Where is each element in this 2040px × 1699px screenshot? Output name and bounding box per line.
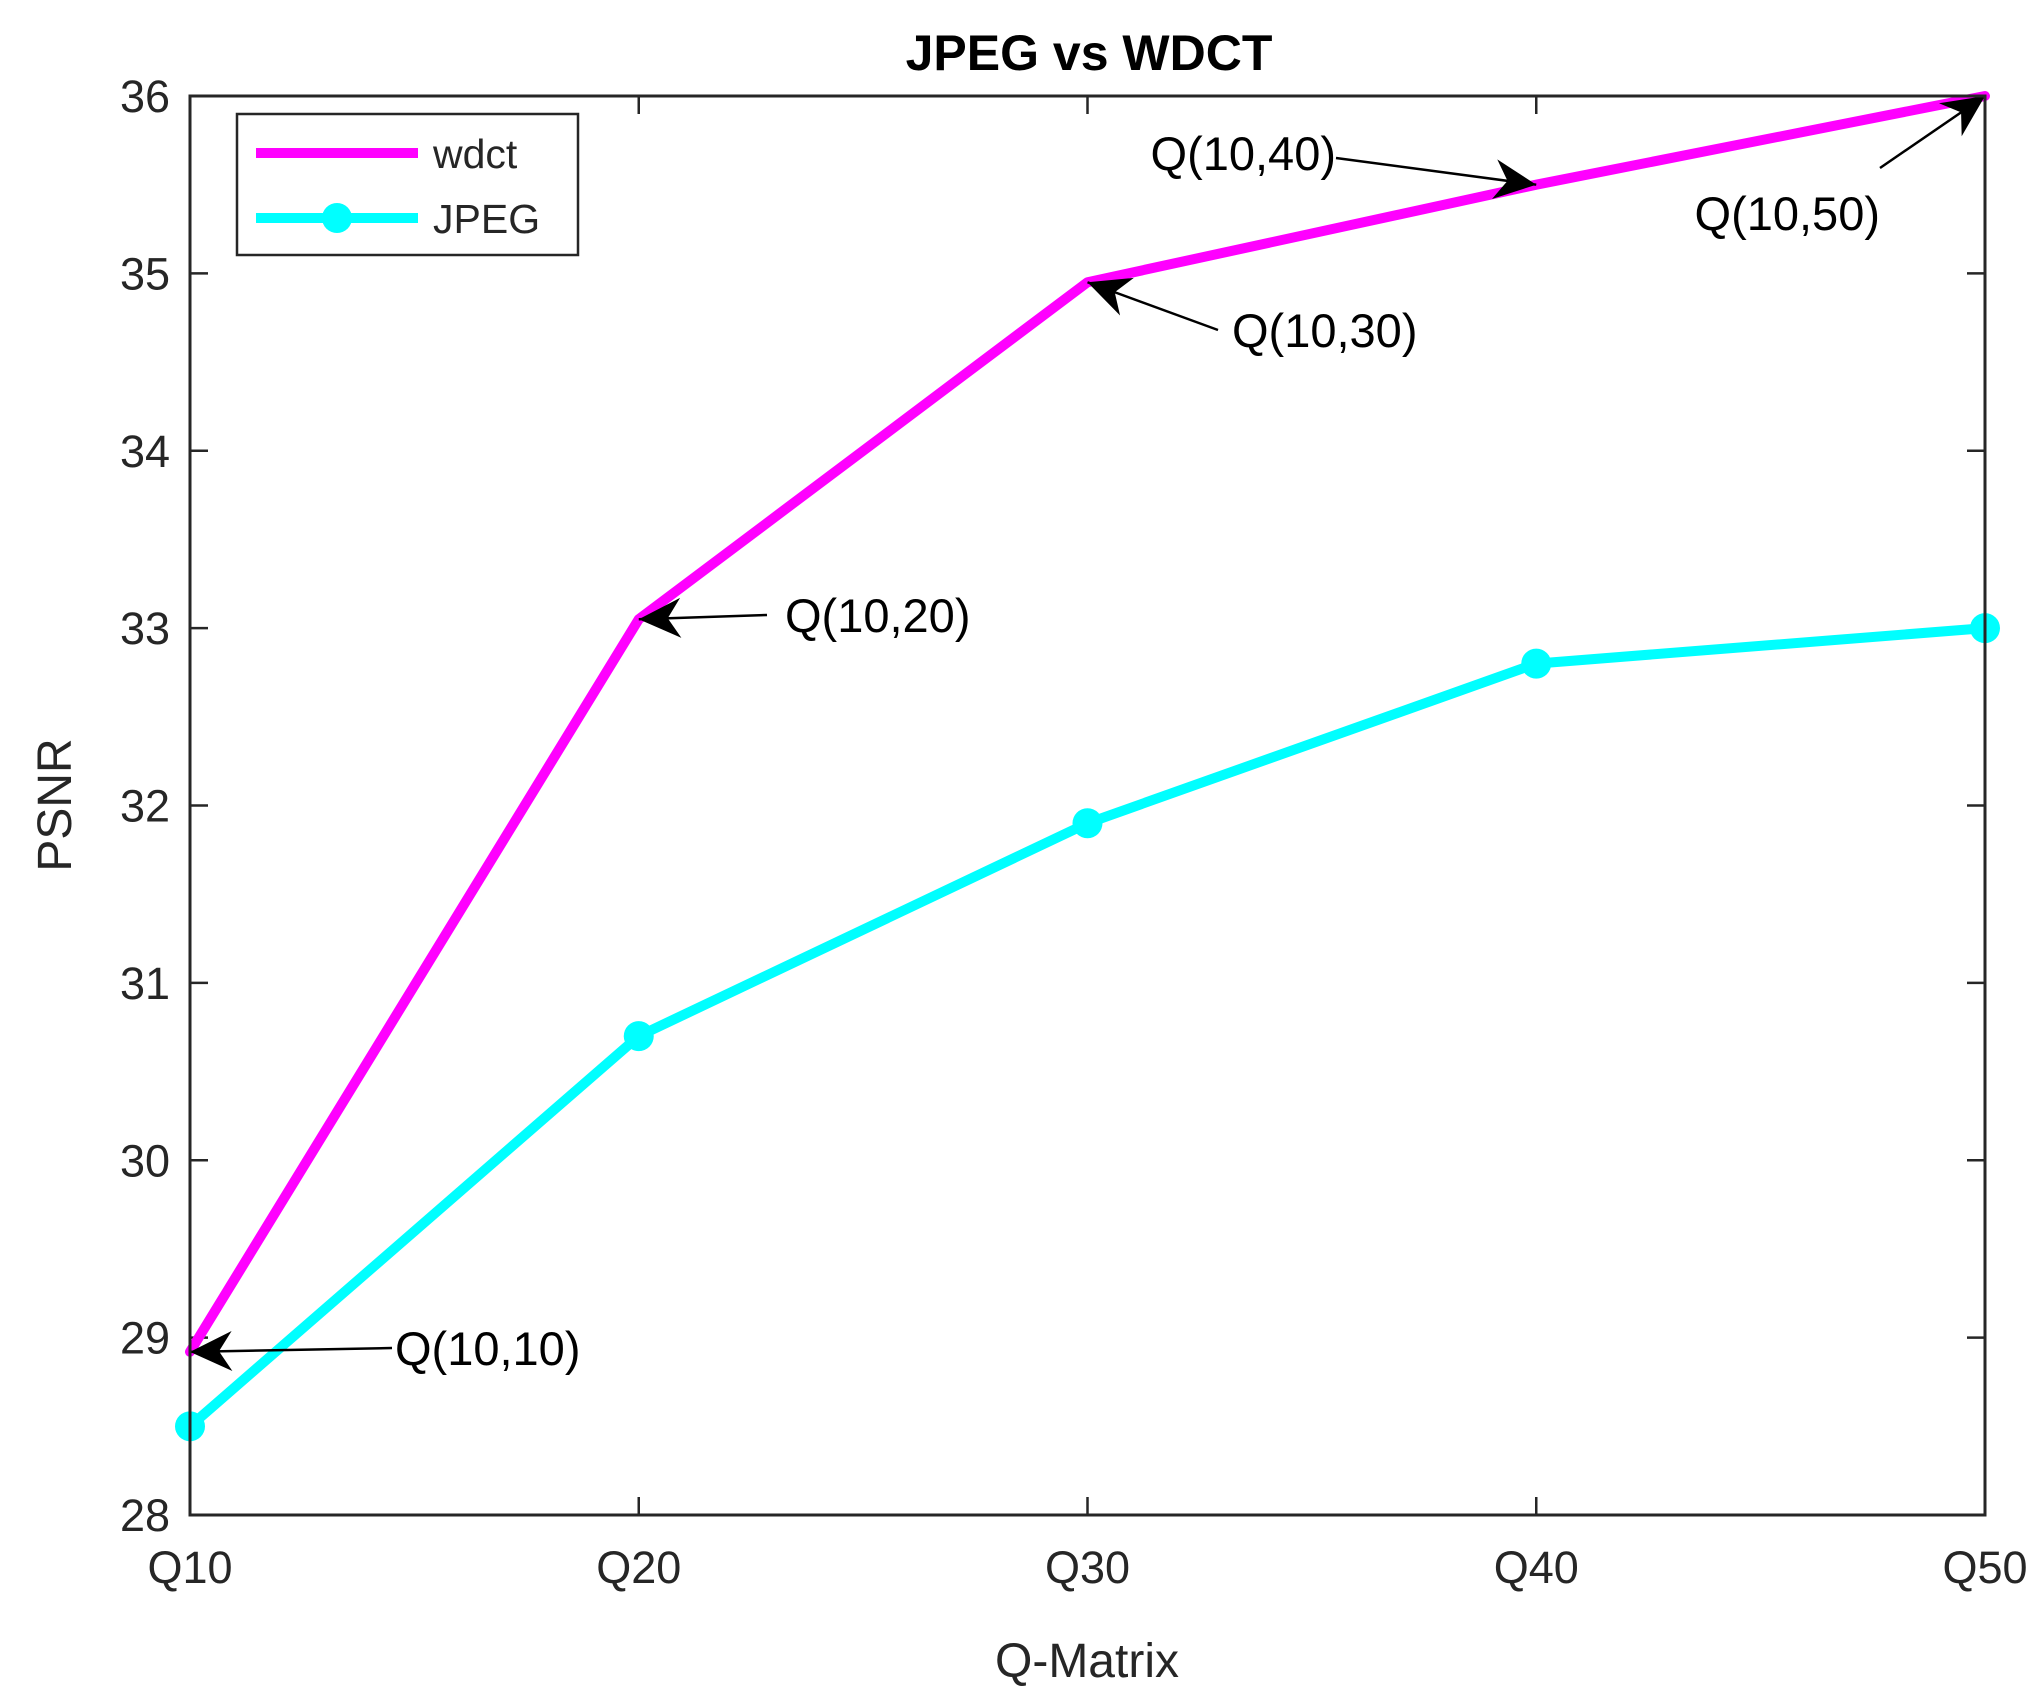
y-tick-label: 28 (120, 1490, 170, 1541)
annotation-arrowhead (638, 597, 682, 638)
annotation-label: Q(10,30) (1232, 304, 1417, 357)
annotation-arrowhead (1491, 159, 1537, 199)
chart-title: JPEG vs WDCT (906, 25, 1273, 81)
annotation-label: Q(10,40) (1151, 127, 1336, 180)
y-tick-label: 34 (120, 426, 170, 477)
y-tick-label: 29 (120, 1313, 170, 1364)
data-point-jpeg (1072, 808, 1103, 839)
x-tick-label: Q10 (147, 1542, 232, 1593)
annotation-arrow-line (189, 1346, 393, 1354)
plot-area (190, 96, 1985, 1515)
legend-label-jpeg: JPEG (433, 196, 540, 242)
annotation-arrow-line (1335, 156, 1537, 186)
x-tick-label: Q20 (596, 1542, 681, 1593)
legend: wdct JPEG (235, 112, 580, 257)
x-tick-label: Q40 (1494, 1542, 1579, 1593)
x-tick-label: Q30 (1045, 1542, 1130, 1593)
annotation-label: Q(10,50) (1695, 187, 1880, 240)
data-point-jpeg (1521, 648, 1552, 679)
y-tick-label: 32 (120, 781, 170, 832)
x-tick-label: Q50 (1942, 1542, 2027, 1593)
y-tick-label: 36 (120, 71, 170, 122)
y-tick-label: 31 (120, 958, 170, 1009)
legend-label-wdct: wdct (432, 131, 518, 177)
y-tick-label: 33 (120, 603, 170, 654)
y-axis-label: PSNR (29, 738, 82, 871)
y-tick-label: 30 (120, 1135, 170, 1186)
annotation-arrowhead (1939, 96, 1985, 137)
annotation-label: Q(10,10) (395, 1322, 580, 1375)
annotation-arrowhead (190, 1331, 233, 1372)
legend-box (235, 112, 580, 257)
y-tick-label: 35 (120, 248, 170, 299)
data-point-jpeg (623, 1021, 654, 1052)
plot-frame (188, 94, 1987, 1517)
annotation-arrowhead (1087, 277, 1134, 316)
legend-marker-jpeg (322, 203, 352, 233)
x-axis-label: Q-Matrix (995, 1635, 1179, 1688)
annotation-label: Q(10,20) (785, 589, 970, 642)
